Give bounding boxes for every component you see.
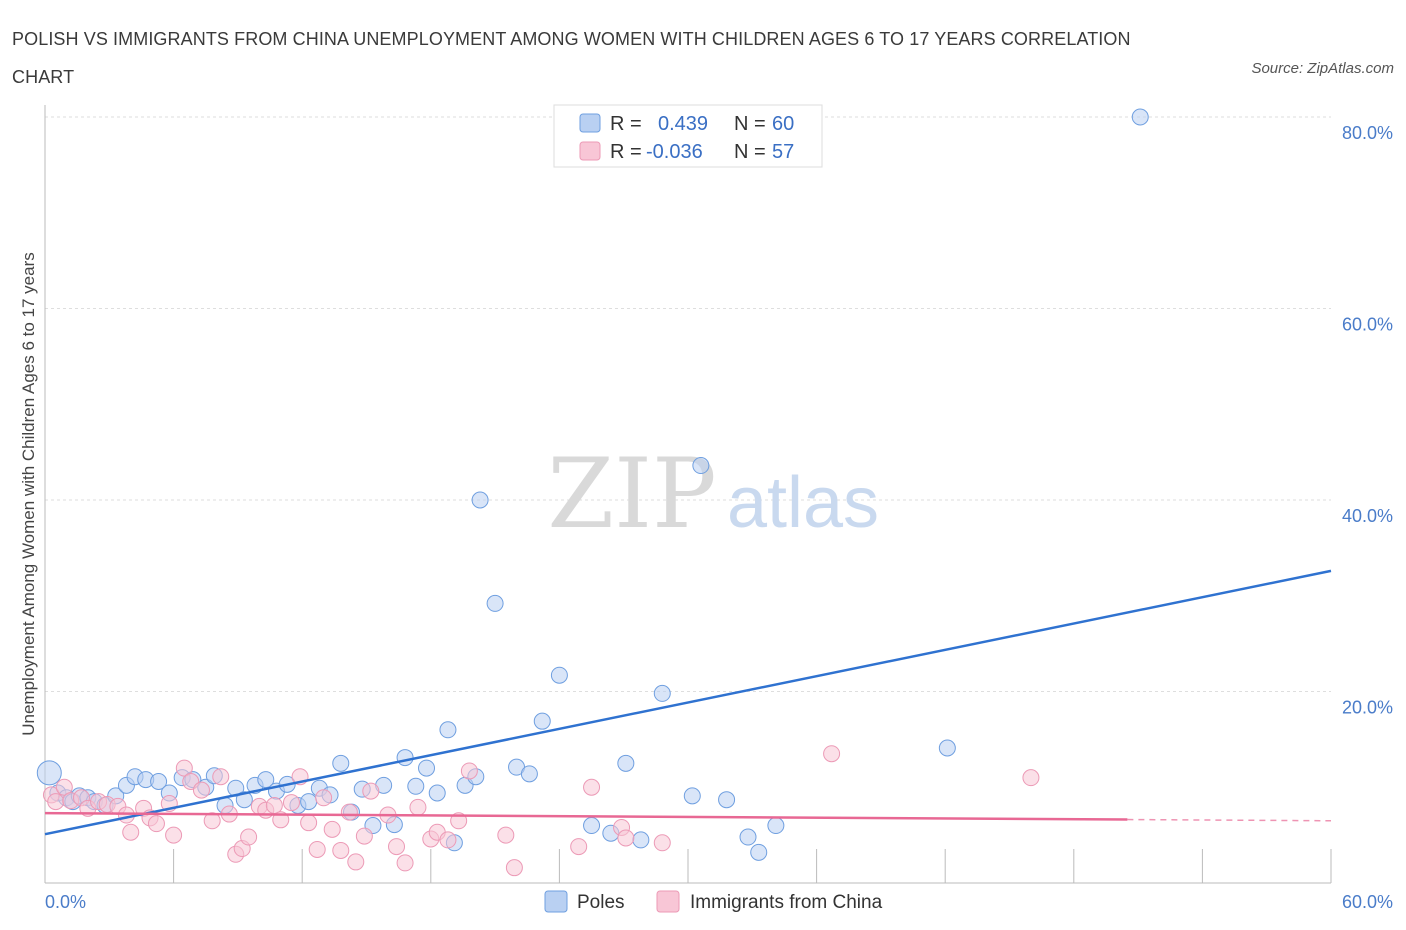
china-point bbox=[240, 828, 258, 846]
china-point bbox=[47, 793, 65, 811]
series-swatch-china bbox=[656, 890, 680, 913]
poles-point bbox=[653, 684, 671, 702]
china-trend-extension bbox=[1127, 818, 1332, 822]
china-point bbox=[570, 838, 588, 856]
china-point bbox=[653, 834, 671, 852]
china-point bbox=[332, 841, 350, 859]
china-point bbox=[583, 778, 601, 796]
china-point bbox=[117, 806, 135, 824]
china-point bbox=[409, 798, 427, 816]
chart-title: POLISH VS IMMIGRANTS FROM CHINA UNEMPLOY… bbox=[12, 29, 1131, 87]
legend-r-label: R = bbox=[610, 113, 642, 135]
legend-r-value: -0.036 bbox=[646, 141, 703, 163]
poles-point bbox=[439, 721, 457, 739]
data-points bbox=[36, 108, 1149, 877]
china-point bbox=[265, 796, 283, 814]
poles-point bbox=[550, 666, 568, 684]
watermark-zip: ZIP bbox=[547, 438, 716, 550]
china-point bbox=[355, 827, 373, 845]
china-trend-line bbox=[44, 811, 1128, 821]
poles-point bbox=[36, 760, 62, 786]
poles-point bbox=[300, 793, 318, 811]
china-point bbox=[122, 823, 140, 841]
watermark: ZIP atlas bbox=[547, 438, 879, 550]
series-label-poles: Poles bbox=[577, 892, 625, 913]
legend-n-value: 60 bbox=[772, 113, 794, 135]
poles-point bbox=[750, 843, 768, 861]
legend-r-label: R = bbox=[610, 141, 642, 163]
legend-swatch-china bbox=[579, 141, 601, 161]
china-point bbox=[165, 826, 183, 844]
china-point bbox=[1022, 769, 1040, 787]
poles-point bbox=[257, 771, 275, 789]
china-point bbox=[823, 745, 841, 763]
poles-point bbox=[938, 739, 956, 757]
y-tick-label: 20.0% bbox=[1342, 698, 1393, 718]
china-point bbox=[460, 762, 478, 780]
trend-lines bbox=[44, 569, 1332, 836]
poles-point bbox=[583, 817, 601, 835]
legend-n-label: N = bbox=[734, 113, 766, 135]
series-legend: Poles Immigrants from China bbox=[544, 890, 883, 913]
poles-point bbox=[520, 765, 538, 783]
china-point bbox=[439, 831, 457, 849]
y-tick-label: 40.0% bbox=[1342, 506, 1393, 526]
y-axis-label: Unemployment Among Women with Children A… bbox=[19, 252, 38, 736]
china-point bbox=[272, 811, 290, 829]
china-point bbox=[617, 829, 635, 847]
poles-point bbox=[739, 828, 757, 846]
china-point bbox=[388, 838, 406, 856]
poles-point bbox=[617, 754, 635, 772]
poles-point bbox=[718, 791, 736, 809]
china-point bbox=[505, 859, 523, 877]
source-label: Source: ZipAtlas.com bbox=[1251, 60, 1394, 77]
legend-n-label: N = bbox=[734, 141, 766, 163]
china-point bbox=[147, 815, 165, 833]
y-tick-label: 60.0% bbox=[1342, 315, 1393, 335]
poles-point bbox=[692, 457, 710, 475]
tick-labels: 20.0% 40.0% 60.0% 80.0% 0.0% 60.0% bbox=[45, 123, 1393, 912]
poles-point bbox=[632, 831, 650, 849]
china-point bbox=[308, 840, 326, 858]
legend-r-value: 0.439 bbox=[658, 113, 708, 135]
series-label-china: Immigrants from China bbox=[690, 892, 883, 913]
poles-point bbox=[1131, 108, 1149, 126]
poles-point bbox=[396, 749, 414, 767]
china-point bbox=[315, 789, 333, 807]
legend-n-value: 57 bbox=[772, 141, 794, 163]
china-point bbox=[300, 814, 318, 832]
china-point bbox=[323, 820, 341, 838]
x-tick-label: 0.0% bbox=[45, 892, 86, 912]
china-point bbox=[340, 803, 358, 821]
poles-trend-line bbox=[44, 569, 1332, 836]
china-point bbox=[192, 781, 210, 799]
china-point bbox=[212, 768, 230, 786]
legend-swatch-poles bbox=[579, 113, 601, 133]
poles-point bbox=[418, 759, 436, 777]
gridlines bbox=[45, 116, 1331, 692]
correlation-legend: R = 0.439 N = 60 R = -0.036 N = 57 bbox=[553, 104, 823, 168]
poles-point bbox=[533, 712, 551, 730]
poles-point bbox=[235, 791, 253, 809]
poles-point bbox=[407, 777, 425, 795]
china-point bbox=[396, 854, 414, 872]
watermark-atlas: atlas bbox=[727, 463, 879, 543]
china-point bbox=[497, 826, 515, 844]
y-tick-label: 80.0% bbox=[1342, 123, 1393, 143]
china-point bbox=[347, 853, 365, 871]
poles-point bbox=[683, 787, 701, 805]
china-point bbox=[203, 812, 221, 830]
poles-point bbox=[428, 784, 446, 802]
x-axis-ticks bbox=[44, 849, 1332, 883]
poles-point bbox=[486, 594, 504, 612]
x-tick-label: 60.0% bbox=[1342, 892, 1393, 912]
poles-point bbox=[150, 773, 168, 791]
poles-point bbox=[471, 491, 489, 509]
china-point bbox=[282, 794, 300, 812]
china-point bbox=[362, 782, 380, 800]
series-swatch-poles bbox=[544, 890, 568, 913]
poles-point bbox=[332, 754, 350, 772]
poles-point bbox=[767, 817, 785, 835]
